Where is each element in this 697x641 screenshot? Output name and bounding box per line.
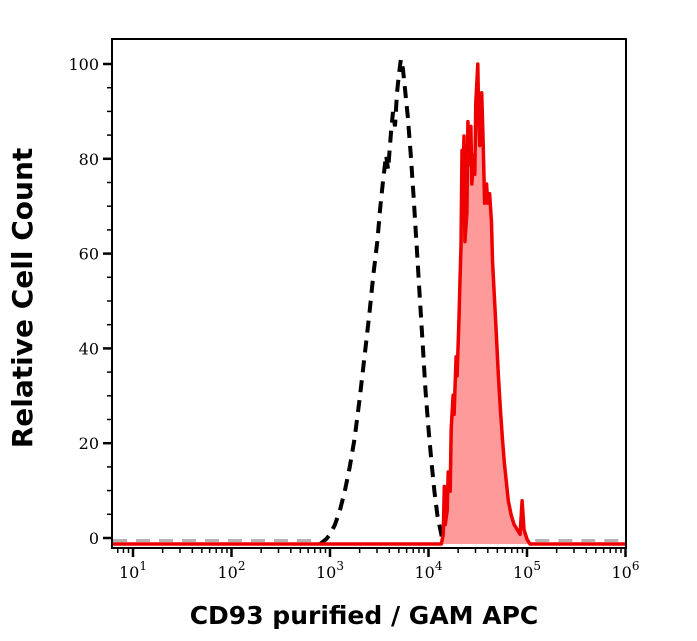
y-axis-title: Relative Cell Count	[6, 148, 39, 449]
x-tick-label: 102	[218, 559, 246, 582]
x-tick-label: 106	[612, 559, 640, 582]
y-tick-label: 80	[79, 150, 99, 169]
x-tick-label: 103	[316, 559, 344, 582]
y-tick-label: 100	[68, 55, 99, 74]
y-tick-label: 0	[89, 529, 99, 548]
negative-control-curve	[318, 58, 446, 546]
axis-tick-labels: 0 20 40 60 80 100 101 102 103 104 105 106	[68, 55, 639, 582]
x-tick-label: 105	[513, 559, 541, 582]
plot-border	[111, 38, 627, 549]
y-tick-label: 20	[79, 434, 99, 453]
plot-frame	[111, 38, 627, 549]
x-tick-label: 101	[119, 559, 147, 582]
stained-curve-fill	[112, 64, 626, 544]
x-axis-title: CD93 purified / GAM APC	[190, 601, 539, 630]
y-tick-label: 60	[79, 245, 99, 264]
x-tick-label: 104	[415, 559, 443, 582]
stained-curve	[112, 62, 626, 546]
y-tick-label: 40	[79, 339, 99, 358]
histogram-curves	[112, 58, 626, 546]
axis-ticks	[103, 62, 627, 557]
